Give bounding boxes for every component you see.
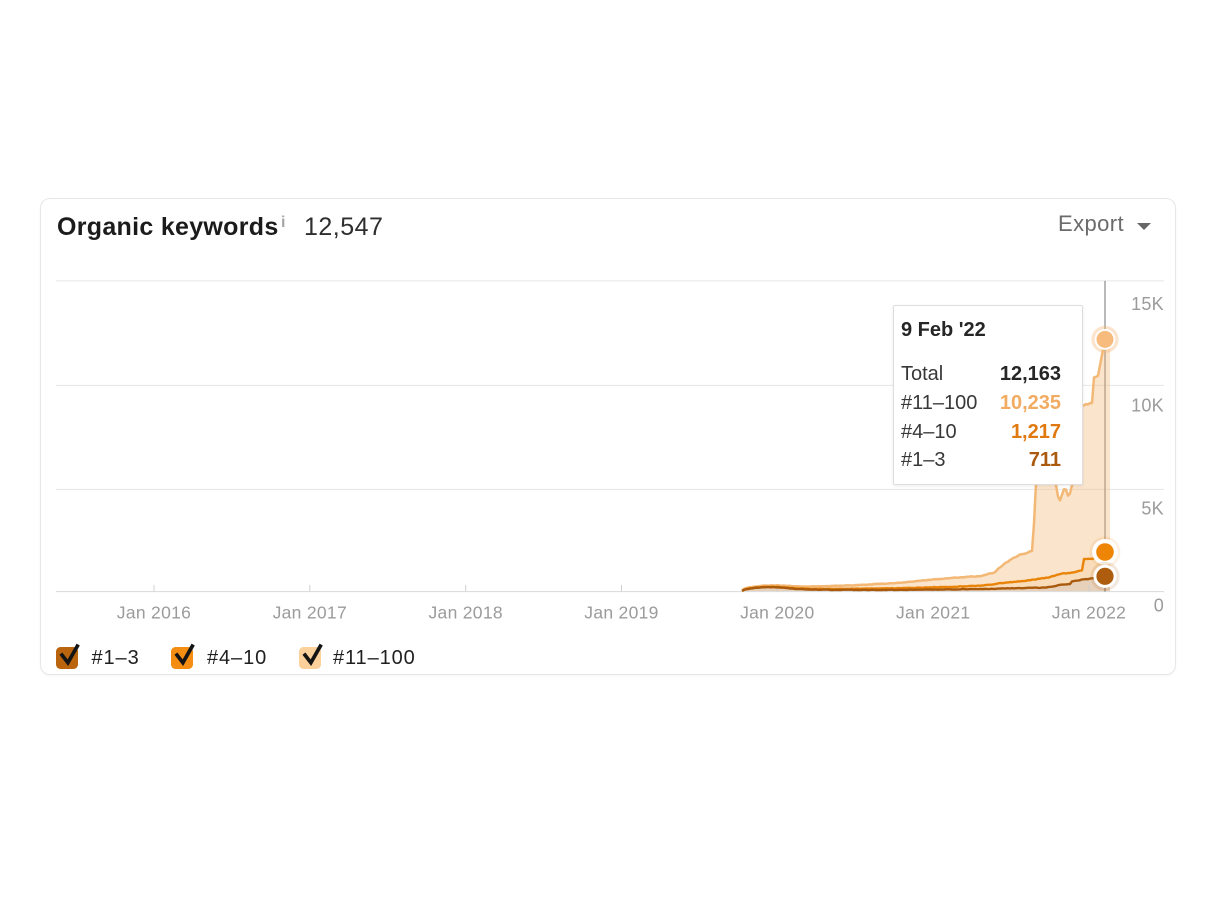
svg-text:15K: 15K — [1131, 294, 1164, 314]
svg-text:Jan 2016: Jan 2016 — [117, 602, 191, 622]
svg-text:5K: 5K — [1141, 498, 1164, 518]
svg-text:Jan 2017: Jan 2017 — [273, 602, 347, 622]
svg-text:0: 0 — [1154, 596, 1164, 616]
svg-text:Jan 2018: Jan 2018 — [428, 602, 502, 622]
svg-text:10K: 10K — [1131, 396, 1164, 416]
svg-text:Jan 2021: Jan 2021 — [896, 602, 970, 622]
svg-text:Jan 2019: Jan 2019 — [584, 602, 658, 622]
svg-text:Jan 2020: Jan 2020 — [740, 602, 814, 622]
svg-text:Jan 2022: Jan 2022 — [1052, 602, 1126, 622]
